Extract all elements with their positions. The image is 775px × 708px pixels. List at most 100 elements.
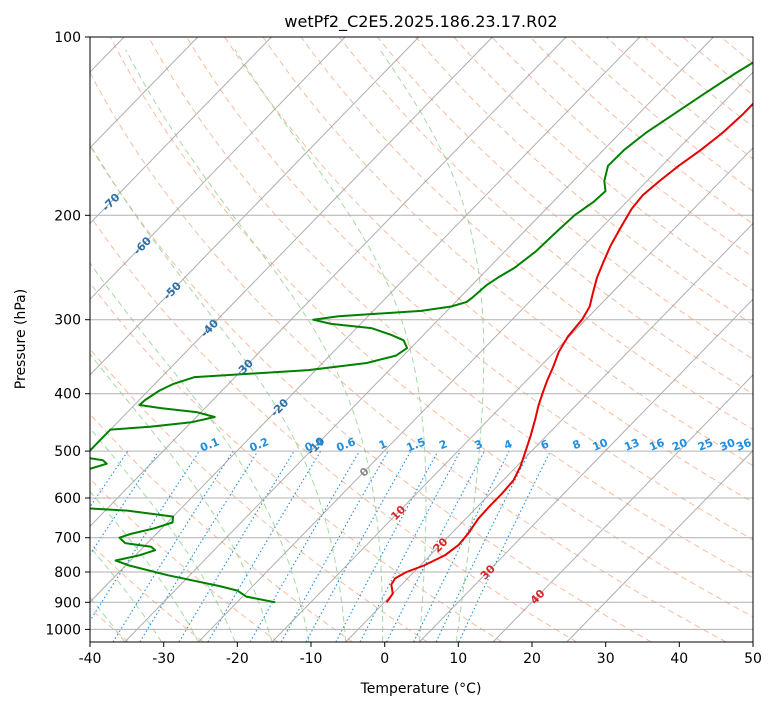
mixing-ratio-label: 1 <box>377 437 389 452</box>
dry-adiabat <box>453 37 753 292</box>
dry-adiabat <box>606 37 753 160</box>
x-tick-label: 20 <box>523 651 541 667</box>
y-tick-label: 1000 <box>45 622 81 638</box>
moist-adiabat <box>125 49 384 642</box>
mixing-ratio-line <box>178 450 295 642</box>
mixing-ratio-label: 3 <box>473 437 485 452</box>
isotherm <box>90 37 493 452</box>
dry-adiabat <box>90 214 577 642</box>
dry-adiabat <box>491 37 753 258</box>
x-tick-label: 0 <box>380 651 389 667</box>
isotherm <box>419 298 753 642</box>
x-tick-label: 40 <box>670 651 688 667</box>
moist-adiabat <box>90 143 347 642</box>
x-tick-label: 50 <box>744 651 762 667</box>
dry-adiabat <box>224 37 753 503</box>
dry-adiabat <box>300 37 753 431</box>
dry-adiabat <box>109 37 753 618</box>
x-tick-label: -20 <box>226 651 249 667</box>
mixing-ratio-line <box>112 450 234 642</box>
dry-adiabat <box>415 37 753 326</box>
isotherm <box>566 449 753 642</box>
mixing-ratio-line <box>90 450 160 556</box>
y-tick-label: 500 <box>54 444 81 460</box>
y-tick-label: 800 <box>54 565 81 581</box>
moist-adiabat <box>90 262 310 642</box>
y-tick-label: 600 <box>54 491 81 507</box>
profiles <box>90 61 753 604</box>
mixing-ratio-label: 0.6 <box>335 435 358 454</box>
dry-adiabat <box>90 413 353 642</box>
dry-adiabat <box>338 37 753 395</box>
mixing-ratio-line <box>413 450 510 642</box>
mixing-ratio-label: 6 <box>539 437 551 452</box>
mixing-ratio-line <box>305 450 412 642</box>
mixing-ratio-line <box>435 450 531 642</box>
x-tick-label: -30 <box>152 651 175 667</box>
dry-adiabat <box>186 37 753 541</box>
mixing-ratio-label: 36 <box>734 436 753 454</box>
isotherm <box>90 37 346 300</box>
dry-adiabat <box>90 542 204 642</box>
mixing-ratio-label: 13 <box>622 436 641 454</box>
x-tick-label: 10 <box>449 651 467 667</box>
mixing-ratio-label: 0.1 <box>198 435 221 454</box>
dry-adiabat <box>90 144 652 642</box>
moist-adiabat <box>90 427 236 642</box>
mixing-ratio-label: 8 <box>571 437 583 452</box>
plot-frame <box>89 36 754 643</box>
dry-adiabat <box>90 348 428 642</box>
x-tick-label: -40 <box>79 651 102 667</box>
x-tick-label: -10 <box>300 651 323 667</box>
isotherm <box>90 37 199 149</box>
mixing-ratio-label: 30 <box>718 436 737 454</box>
isotherm <box>90 37 272 225</box>
mixing-ratio-label: 10 <box>591 436 610 454</box>
grid-lines <box>90 37 753 630</box>
mixing-ratio-label: 16 <box>647 436 666 454</box>
y-tick-label: 200 <box>54 208 81 224</box>
moist-adiabat <box>90 546 163 642</box>
isotherm <box>271 147 753 642</box>
y-tick-label: 400 <box>54 387 81 403</box>
y-axis-title: Pressure (hPa) <box>13 289 29 389</box>
isotherm <box>90 37 641 603</box>
isotherm-label: -100 <box>6 54 35 83</box>
y-tick-label: 700 <box>54 531 81 547</box>
x-tick-label: 30 <box>597 651 615 667</box>
y-tick-label: 900 <box>54 595 81 611</box>
moist-adiabat <box>90 490 199 642</box>
dry-adiabat <box>759 37 775 642</box>
isotherm <box>198 71 753 642</box>
isotherm-label: -90 <box>29 112 52 136</box>
mixing-ratio-line <box>280 450 389 642</box>
chart-title: wetPf2_C2E5.2025.186.23.17.R02 <box>284 12 557 32</box>
x-axis-title: Temperature (°C) <box>360 681 482 697</box>
mixing-ratio-label: 0.2 <box>248 435 271 454</box>
moist-adiabat <box>234 49 427 642</box>
moist-adiabat <box>90 353 273 642</box>
dry-adiabat <box>567 37 753 192</box>
mixing-ratio-label: 25 <box>696 436 715 454</box>
isotherm <box>90 37 420 376</box>
background-lines <box>0 37 775 642</box>
dry-adiabat <box>644 37 753 128</box>
mixing-ratio-line <box>139 450 259 642</box>
isotherm <box>90 37 567 527</box>
dry-adiabat <box>90 282 503 642</box>
mixing-ratio-line <box>335 450 439 642</box>
dewpoint-profile-line <box>90 61 753 604</box>
mixing-ratio-line <box>249 450 360 642</box>
moist-adiabat <box>379 49 485 642</box>
mixing-ratio-label: 20 <box>670 436 689 454</box>
y-tick-label: 100 <box>54 30 81 46</box>
isotherm-label: -80 <box>61 154 84 178</box>
dry-adiabat <box>90 71 727 642</box>
isotherm <box>345 222 753 642</box>
mixing-ratio-label: 2 <box>437 437 449 452</box>
y-axis-ticks: 100 200 300 400 500 600 700 800 900 1000 <box>45 30 90 638</box>
isotherm <box>124 37 714 642</box>
mixing-ratio-line <box>0 451 31 642</box>
y-tick-label: 300 <box>54 313 81 329</box>
